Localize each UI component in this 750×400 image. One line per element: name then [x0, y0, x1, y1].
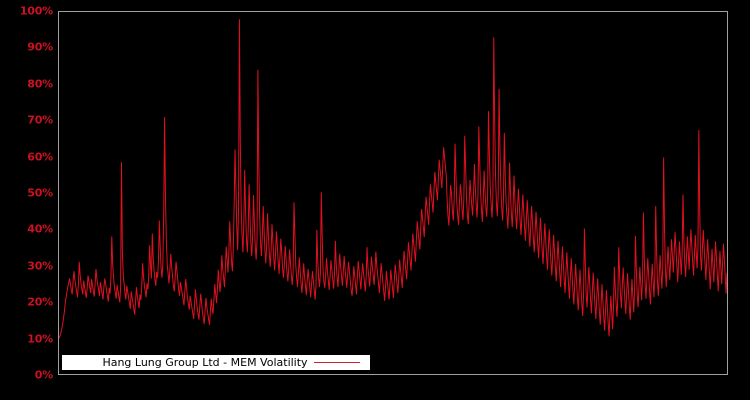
legend: Hang Lung Group Ltd - MEM Volatility	[62, 355, 370, 370]
volatility-series-svg	[59, 19, 727, 339]
y-axis: 0% 10% 20% 30% 40% 50% 60% 70% 80% 90% 100%	[0, 0, 56, 400]
y-axis-tick-label: 20%	[27, 295, 53, 309]
legend-line-sample-icon	[314, 362, 360, 363]
y-axis-tick-label: 80%	[27, 77, 53, 91]
legend-label: Hang Lung Group Ltd - MEM Volatility	[102, 356, 308, 369]
y-axis-tick-label: 50%	[27, 186, 53, 200]
y-axis-tick-label: 60%	[27, 150, 53, 164]
y-axis-tick-label: 100%	[19, 4, 53, 18]
y-axis-tick-label: 70%	[27, 113, 53, 127]
y-axis-tick-label: 0%	[34, 368, 53, 382]
series-line-hang-lung-mem-volatility	[59, 19, 727, 339]
y-axis-tick-label: 40%	[27, 222, 53, 236]
y-axis-tick-label: 10%	[27, 332, 53, 346]
y-axis-tick-label: 90%	[27, 40, 53, 54]
y-axis-tick-label: 30%	[27, 259, 53, 273]
plot-area	[58, 11, 728, 375]
